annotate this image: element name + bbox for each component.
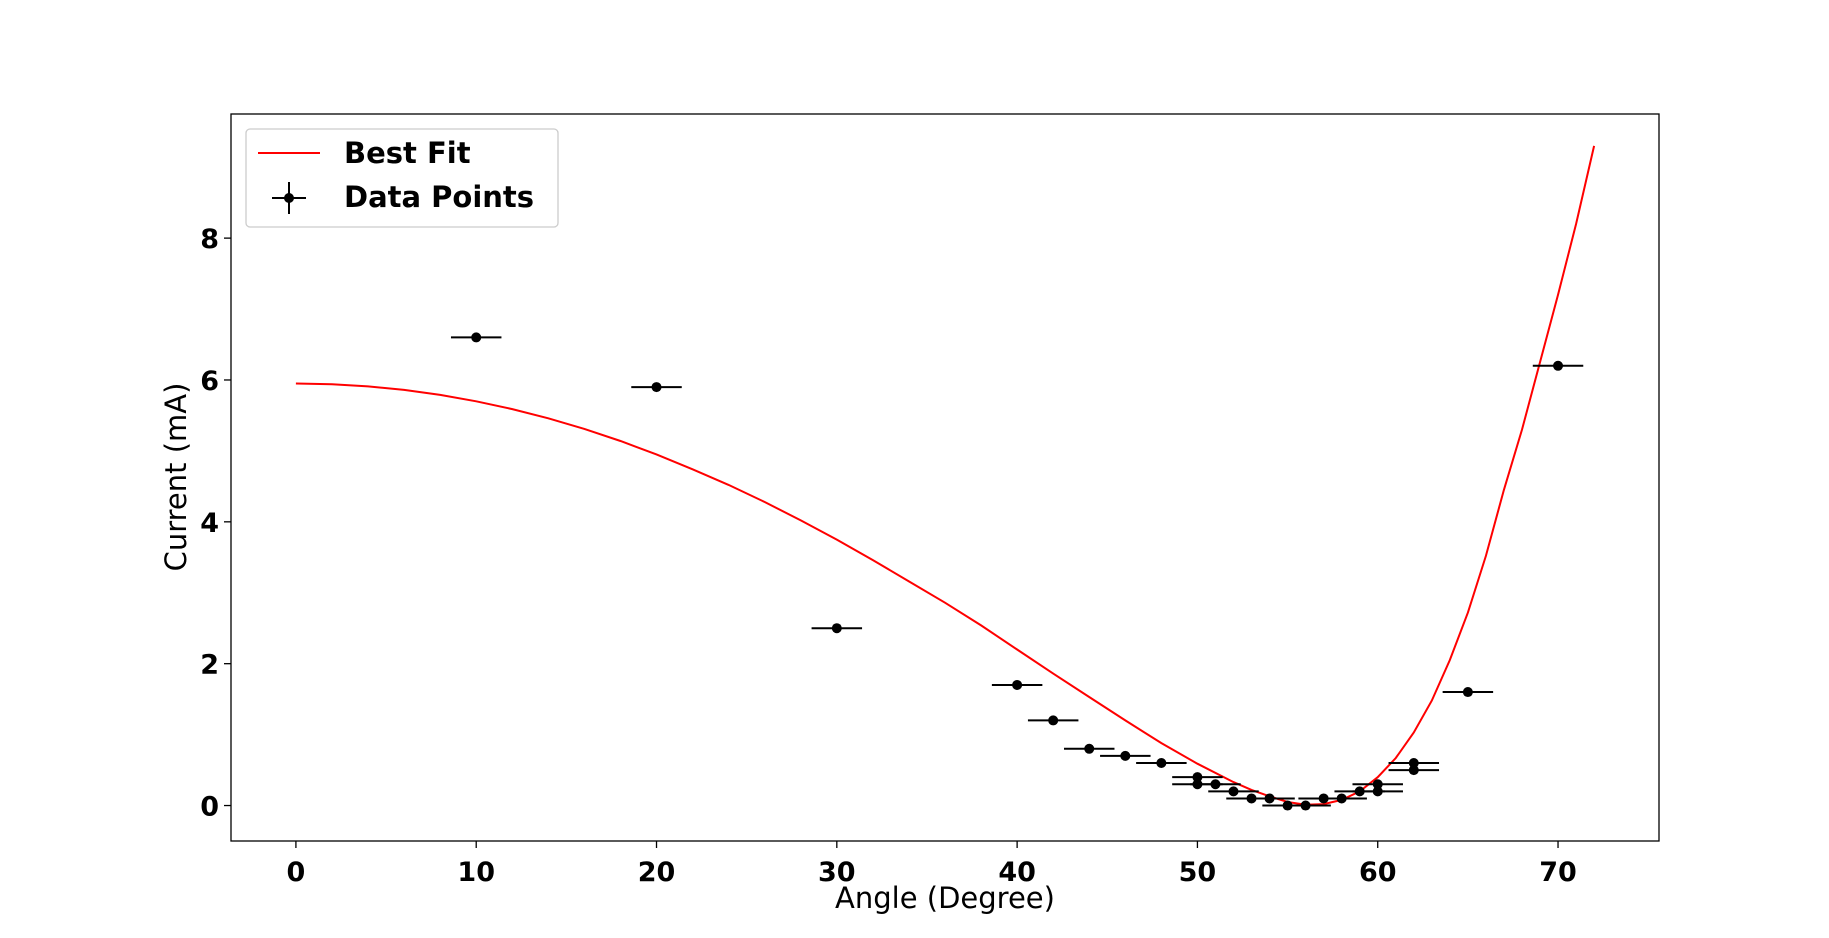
data-point bbox=[1264, 793, 1275, 804]
plot-frame bbox=[230, 113, 1660, 842]
data-point bbox=[1372, 786, 1383, 797]
data-point bbox=[1553, 360, 1564, 371]
data-point bbox=[1408, 765, 1419, 776]
data-point bbox=[651, 382, 662, 393]
x-tick-label: 70 bbox=[1539, 857, 1577, 888]
x-axis: 0 10 20 30 40 50 60 70 bbox=[287, 841, 1577, 888]
y-tick-label: 0 bbox=[200, 792, 219, 823]
x-tick-label: 20 bbox=[638, 857, 676, 888]
data-point bbox=[471, 332, 482, 343]
legend: Best Fit Data Points bbox=[245, 128, 559, 228]
data-point bbox=[1300, 800, 1311, 811]
data-point bbox=[1228, 786, 1239, 797]
data-point bbox=[1408, 757, 1419, 768]
data-point bbox=[1156, 757, 1167, 768]
data-point bbox=[1192, 772, 1203, 783]
legend-fit-label: Best Fit bbox=[344, 136, 471, 170]
x-tick-label: 10 bbox=[457, 857, 495, 888]
x-tick-label: 50 bbox=[1179, 857, 1217, 888]
data-point bbox=[1336, 793, 1347, 804]
y-tick-label: 6 bbox=[200, 366, 219, 397]
data-point bbox=[1084, 743, 1095, 754]
data-point bbox=[1462, 687, 1473, 698]
fit-layer bbox=[295, 145, 1596, 806]
data-point bbox=[1210, 779, 1221, 790]
data-point bbox=[1012, 679, 1023, 690]
data-point bbox=[1120, 750, 1131, 761]
legend-box bbox=[245, 128, 559, 228]
legend-points-swatch bbox=[272, 182, 306, 214]
y-tick-label: 2 bbox=[200, 650, 219, 681]
y-tick-label: 4 bbox=[200, 508, 219, 539]
y-tick-label: 8 bbox=[200, 224, 219, 255]
data-point bbox=[831, 623, 842, 634]
data-point bbox=[1048, 715, 1059, 726]
legend-points-label: Data Points bbox=[344, 180, 534, 214]
best-fit-line bbox=[295, 145, 1596, 806]
x-tick-label: 40 bbox=[998, 857, 1036, 888]
data-point bbox=[1372, 779, 1383, 790]
y-axis: 0 2 4 6 8 bbox=[200, 224, 231, 823]
x-tick-label: 60 bbox=[1359, 857, 1397, 888]
x-tick-label: 0 bbox=[287, 857, 306, 888]
x-axis-label: Angle (Degree) bbox=[835, 881, 1055, 915]
y-axis-label: Current (mA) bbox=[159, 383, 193, 572]
x-tick-label: 30 bbox=[818, 857, 856, 888]
points-layer bbox=[450, 332, 1584, 811]
